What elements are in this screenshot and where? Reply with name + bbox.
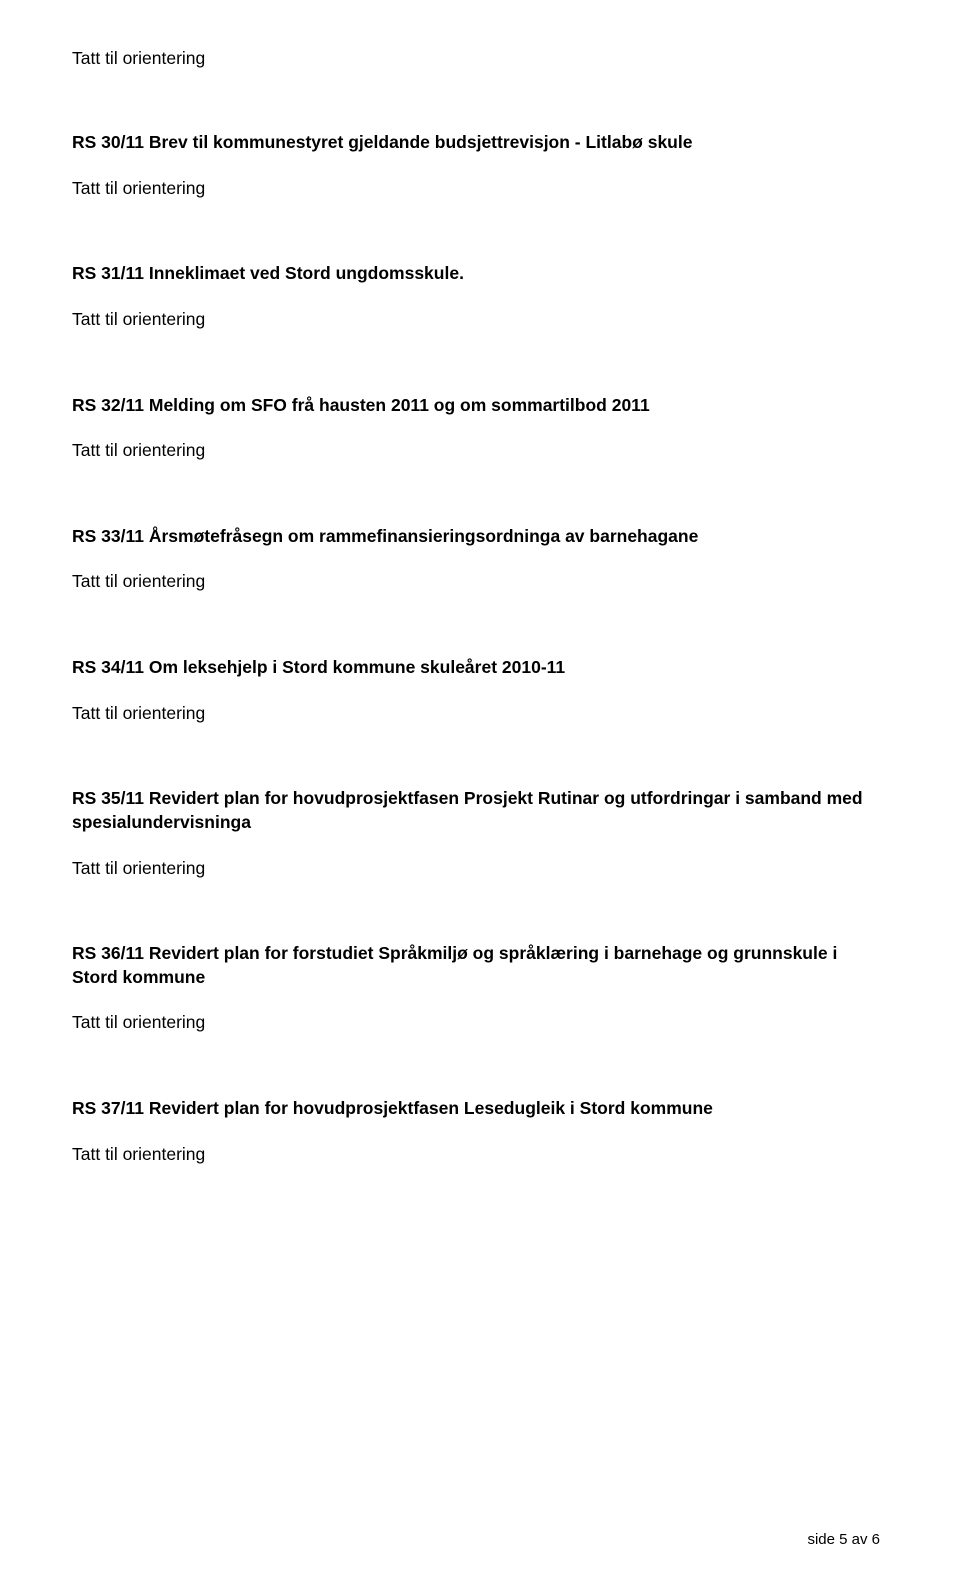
status-text: Tatt til orientering xyxy=(72,702,880,726)
agenda-item: RS 37/11 Revidert plan for hovudprosjekt… xyxy=(72,1097,880,1166)
item-heading: RS 32/11 Melding om SFO frå hausten 2011… xyxy=(72,394,880,418)
item-heading: RS 35/11 Revidert plan for hovudprosjekt… xyxy=(72,787,880,834)
page-number: side 5 av 6 xyxy=(807,1531,880,1548)
status-text: Tatt til orientering xyxy=(72,1011,880,1035)
status-text: Tatt til orientering xyxy=(72,857,880,881)
agenda-item: RS 32/11 Melding om SFO frå hausten 2011… xyxy=(72,394,880,463)
agenda-item: RS 34/11 Om leksehjelp i Stord kommune s… xyxy=(72,656,880,725)
document-page: Tatt til orientering RS 30/11 Brev til k… xyxy=(0,0,960,1584)
agenda-item: RS 33/11 Årsmøtefråsegn om rammefinansie… xyxy=(72,525,880,594)
status-text: Tatt til orientering xyxy=(72,570,880,594)
status-text: Tatt til orientering xyxy=(72,1143,880,1167)
agenda-item: RS 30/11 Brev til kommunestyret gjeldand… xyxy=(72,131,880,200)
item-heading: RS 36/11 Revidert plan for forstudiet Sp… xyxy=(72,942,880,989)
status-text: Tatt til orientering xyxy=(72,439,880,463)
item-heading: RS 34/11 Om leksehjelp i Stord kommune s… xyxy=(72,656,880,680)
item-heading: RS 33/11 Årsmøtefråsegn om rammefinansie… xyxy=(72,525,880,549)
agenda-item: RS 36/11 Revidert plan for forstudiet Sp… xyxy=(72,942,880,1035)
status-text: Tatt til orientering xyxy=(72,48,880,69)
status-text: Tatt til orientering xyxy=(72,308,880,332)
item-heading: RS 31/11 Inneklimaet ved Stord ungdomssk… xyxy=(72,262,880,286)
agenda-item: RS 35/11 Revidert plan for hovudprosjekt… xyxy=(72,787,880,880)
item-heading: RS 30/11 Brev til kommunestyret gjeldand… xyxy=(72,131,880,155)
status-text: Tatt til orientering xyxy=(72,177,880,201)
item-heading: RS 37/11 Revidert plan for hovudprosjekt… xyxy=(72,1097,880,1121)
agenda-item: RS 31/11 Inneklimaet ved Stord ungdomssk… xyxy=(72,262,880,331)
